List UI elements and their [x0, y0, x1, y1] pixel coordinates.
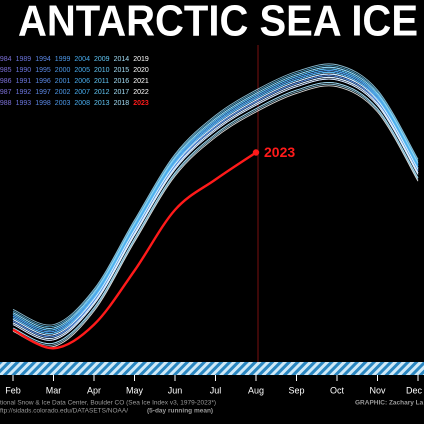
legend-entry: 2004	[74, 56, 90, 63]
x-tick-label: Nov	[369, 385, 386, 395]
series-line	[12, 63, 419, 326]
x-tick-label: Oct	[330, 385, 345, 395]
legend-entry: 1998	[35, 100, 51, 107]
legend-entry: 2022	[133, 89, 149, 96]
legend-entry: 2000	[55, 67, 71, 74]
legend-entry: 2010	[94, 67, 110, 74]
x-tick-label: Aug	[248, 385, 264, 395]
legend-entry: 2007	[74, 89, 90, 96]
legend-entry: 1997	[35, 89, 51, 96]
legend-entry: 1984	[0, 56, 12, 63]
legend-entry: 1991	[16, 78, 32, 85]
legend-entry: 2006	[74, 78, 90, 85]
end-label: 2023	[264, 144, 295, 160]
x-tick-label: Apr	[87, 385, 101, 395]
legend-entry: 2013	[94, 100, 110, 107]
legend-entry: 2001	[55, 78, 71, 85]
legend-entry: 2012	[94, 89, 110, 96]
legend-entry: 1990	[16, 67, 32, 74]
legend-entry: 1986	[0, 78, 12, 85]
legend-entry: 1987	[0, 89, 12, 96]
legend-entry: 1995	[35, 67, 51, 74]
legend-entry: 2003	[55, 100, 71, 107]
series-line	[12, 83, 419, 346]
legend-entry: 2021	[133, 78, 149, 85]
legend-entry: 2018	[114, 100, 130, 107]
x-tick-label: Jun	[168, 385, 183, 395]
legend-entry: 2015	[114, 67, 130, 74]
series-line	[12, 66, 419, 329]
series-line	[12, 71, 419, 334]
legend-entry: 2005	[74, 67, 90, 74]
legend-entry: 1988	[0, 100, 12, 107]
legend-entry: 2009	[94, 56, 110, 63]
legend-entry: 2008	[74, 100, 90, 107]
series-line	[12, 78, 419, 341]
source-url: ftp://sidads.colorado.edu/DATASETS/NOAA/	[0, 408, 128, 415]
chart-title: ANTARCTIC SEA ICE	[18, 0, 418, 46]
series-line	[12, 73, 419, 336]
x-tick-label: Mar	[46, 385, 62, 395]
legend-entry: 2020	[133, 67, 149, 74]
credit: GRAPHIC: Zachary La	[355, 400, 424, 407]
legend-entry: 2019	[133, 56, 149, 63]
x-tick-label: May	[126, 385, 144, 395]
legend-entry: 1992	[16, 89, 32, 96]
series-line	[12, 76, 419, 339]
legend-entry: 2017	[114, 89, 130, 96]
x-tick-label: Sep	[288, 385, 304, 395]
legend-entry: 1994	[35, 56, 51, 63]
x-tick-label: Jul	[210, 385, 222, 395]
legend-entry: 2016	[114, 78, 130, 85]
series-line	[12, 75, 419, 338]
series-line	[12, 65, 419, 328]
end-point	[252, 149, 260, 156]
legend-entry: 1993	[16, 100, 32, 107]
series-line	[12, 70, 419, 333]
lines	[12, 45, 419, 362]
legend-entry: 2011	[94, 78, 109, 85]
source: tional Snow & Ice Data Center, Boulder C…	[0, 400, 216, 407]
legend-entry: 1996	[35, 78, 51, 85]
hatch-bar	[0, 362, 424, 375]
x-tick-label: Feb	[5, 385, 21, 395]
legend-entry: 2014	[114, 56, 130, 63]
series-line	[12, 68, 419, 331]
source-note: (5-day running mean)	[147, 408, 213, 415]
series-line	[12, 85, 419, 348]
legend-entry: 2023	[133, 100, 149, 107]
legend-entry: 1999	[55, 56, 71, 63]
legend-entry: 1985	[0, 67, 12, 74]
legend-entry: 1989	[16, 56, 32, 63]
series-line	[12, 82, 419, 345]
x-tick-label: Dec	[406, 385, 423, 395]
legend-entry: 2002	[55, 89, 71, 96]
series-line	[12, 151, 257, 350]
